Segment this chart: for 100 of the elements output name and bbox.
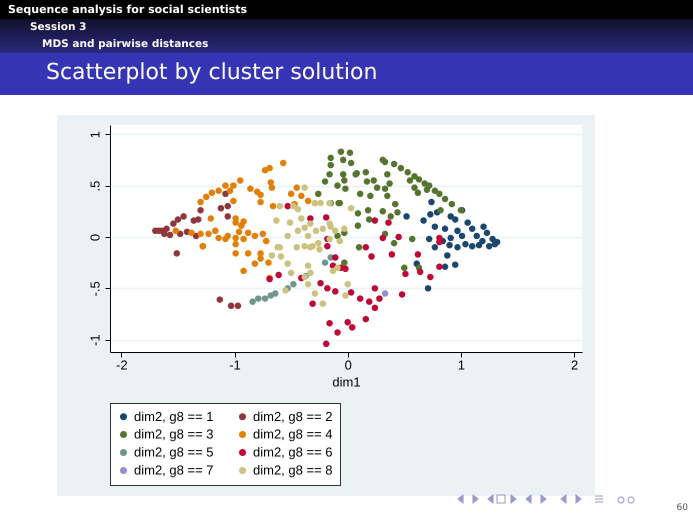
y-tick-label: .5 bbox=[88, 180, 102, 192]
point bbox=[452, 261, 458, 268]
point bbox=[284, 232, 291, 240]
point bbox=[294, 228, 302, 234]
point bbox=[327, 223, 334, 230]
point bbox=[324, 285, 331, 292]
point bbox=[232, 250, 239, 257]
point bbox=[180, 213, 187, 220]
y-tick-label: -1 bbox=[88, 334, 102, 346]
point bbox=[341, 226, 348, 232]
point bbox=[244, 250, 252, 257]
point bbox=[294, 184, 300, 191]
point bbox=[236, 177, 244, 184]
point bbox=[388, 251, 396, 258]
x-tick-label: 2 bbox=[570, 358, 578, 372]
point bbox=[447, 213, 454, 220]
point bbox=[234, 302, 242, 310]
point bbox=[424, 285, 432, 292]
point bbox=[316, 246, 323, 253]
legend-label: dim2, g8 == 4 bbox=[253, 426, 332, 442]
point bbox=[304, 232, 312, 240]
point bbox=[262, 295, 268, 302]
point bbox=[174, 216, 182, 223]
point bbox=[288, 190, 294, 198]
point bbox=[334, 264, 341, 272]
point bbox=[473, 232, 480, 240]
x-tick-label: -1 bbox=[229, 358, 241, 372]
legend-label: dim2, g8 == 3 bbox=[134, 426, 214, 442]
point bbox=[266, 164, 273, 172]
point bbox=[252, 260, 258, 267]
point bbox=[260, 230, 266, 238]
point bbox=[446, 242, 453, 248]
point bbox=[464, 219, 471, 226]
point bbox=[326, 320, 333, 326]
point bbox=[304, 262, 312, 269]
point bbox=[385, 219, 392, 226]
point bbox=[224, 202, 231, 210]
y-tick-label: 1 bbox=[88, 131, 102, 138]
point bbox=[222, 190, 229, 198]
point bbox=[468, 242, 476, 250]
point bbox=[356, 295, 364, 302]
point bbox=[317, 200, 324, 206]
point bbox=[382, 290, 388, 297]
text: 60 bbox=[676, 503, 688, 513]
point bbox=[307, 270, 314, 276]
point bbox=[247, 185, 254, 192]
point bbox=[372, 304, 378, 312]
legend-label: dim2, g8 == 2 bbox=[253, 408, 332, 424]
point bbox=[195, 216, 202, 223]
point bbox=[484, 230, 490, 236]
point bbox=[402, 270, 409, 278]
y-tick-label: 0 bbox=[88, 234, 102, 242]
point bbox=[372, 285, 378, 292]
point bbox=[426, 236, 432, 242]
point bbox=[249, 298, 256, 305]
point bbox=[414, 251, 422, 258]
point bbox=[342, 266, 349, 272]
point bbox=[218, 204, 224, 212]
point bbox=[307, 220, 314, 227]
point bbox=[398, 291, 406, 298]
point bbox=[278, 253, 284, 260]
point bbox=[432, 244, 438, 250]
point bbox=[486, 242, 492, 250]
point bbox=[366, 298, 372, 305]
point bbox=[312, 200, 318, 206]
point bbox=[240, 236, 247, 242]
chart-title: Scatterplot by cluster solution bbox=[0, 53, 693, 95]
point bbox=[342, 292, 349, 299]
point bbox=[212, 228, 219, 234]
point bbox=[232, 240, 239, 248]
legend-label: dim2, g8 == 6 bbox=[253, 444, 332, 460]
point bbox=[315, 240, 322, 246]
point bbox=[312, 290, 318, 297]
point bbox=[322, 214, 330, 221]
point bbox=[395, 234, 402, 240]
point bbox=[216, 296, 224, 303]
point bbox=[332, 228, 338, 234]
point bbox=[334, 329, 341, 336]
point bbox=[320, 226, 326, 232]
point bbox=[262, 238, 270, 244]
point bbox=[309, 300, 316, 307]
point bbox=[163, 226, 170, 232]
point bbox=[208, 190, 216, 196]
point bbox=[257, 198, 264, 206]
point bbox=[238, 222, 245, 229]
point bbox=[362, 316, 370, 322]
point bbox=[228, 302, 234, 310]
legend-label: dim2, g8 == 1 bbox=[134, 408, 214, 424]
point bbox=[244, 230, 252, 236]
point bbox=[317, 280, 324, 286]
point bbox=[348, 204, 354, 212]
point bbox=[232, 234, 239, 242]
x-tick-label: 0 bbox=[344, 358, 352, 372]
point bbox=[344, 280, 351, 288]
point bbox=[452, 216, 458, 223]
text: Session 3 bbox=[0, 19, 693, 36]
x-tick-label: -2 bbox=[116, 358, 128, 372]
point bbox=[197, 198, 204, 206]
legend-label: dim2, g8 == 7 bbox=[134, 462, 214, 478]
point bbox=[368, 253, 375, 260]
